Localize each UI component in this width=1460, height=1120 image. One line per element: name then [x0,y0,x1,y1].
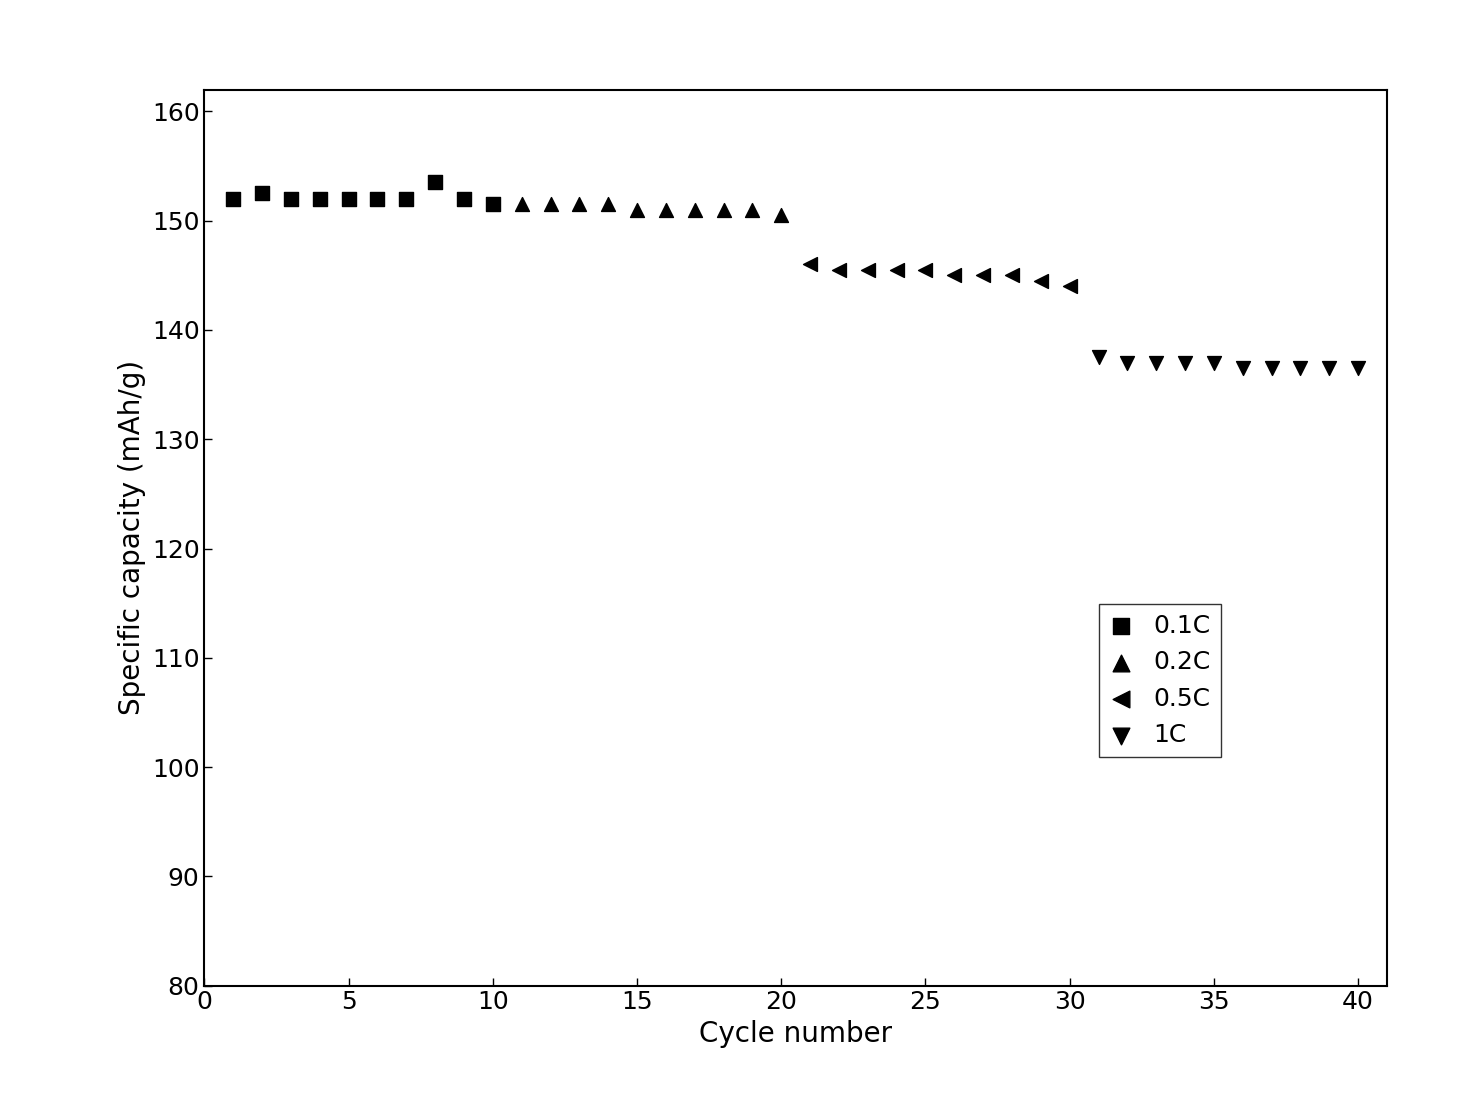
0.5C [856,261,879,279]
0.1C [423,174,447,192]
1C [1145,354,1168,372]
1C [1289,360,1313,377]
0.1C [482,195,505,213]
0.5C [1000,267,1023,284]
0.1C [394,190,418,208]
1C [1346,360,1369,377]
0.1C [279,190,302,208]
0.2C [769,206,793,224]
0.5C [1058,278,1082,296]
0.1C [337,190,361,208]
0.2C [683,200,707,218]
Legend: 0.1C, 0.2C, 0.5C, 1C: 0.1C, 0.2C, 0.5C, 1C [1098,604,1221,757]
0.5C [971,267,994,284]
0.5C [1029,272,1053,290]
0.2C [597,195,620,213]
0.2C [510,195,533,213]
1C [1231,360,1254,377]
0.2C [625,200,648,218]
0.2C [539,195,562,213]
0.5C [914,261,937,279]
1C [1174,354,1197,372]
1C [1260,360,1283,377]
0.1C [251,185,274,203]
1C [1317,360,1340,377]
0.2C [568,195,591,213]
0.5C [885,261,908,279]
0.5C [828,261,851,279]
0.2C [654,200,677,218]
Y-axis label: Specific capacity (mAh/g): Specific capacity (mAh/g) [118,360,146,716]
1C [1202,354,1225,372]
0.1C [308,190,331,208]
X-axis label: Cycle number: Cycle number [699,1020,892,1048]
0.1C [222,190,245,208]
0.5C [943,267,967,284]
1C [1086,348,1110,366]
0.1C [453,190,476,208]
1C [1115,354,1139,372]
0.2C [740,200,764,218]
0.5C [799,255,822,273]
0.2C [712,200,736,218]
0.1C [366,190,390,208]
